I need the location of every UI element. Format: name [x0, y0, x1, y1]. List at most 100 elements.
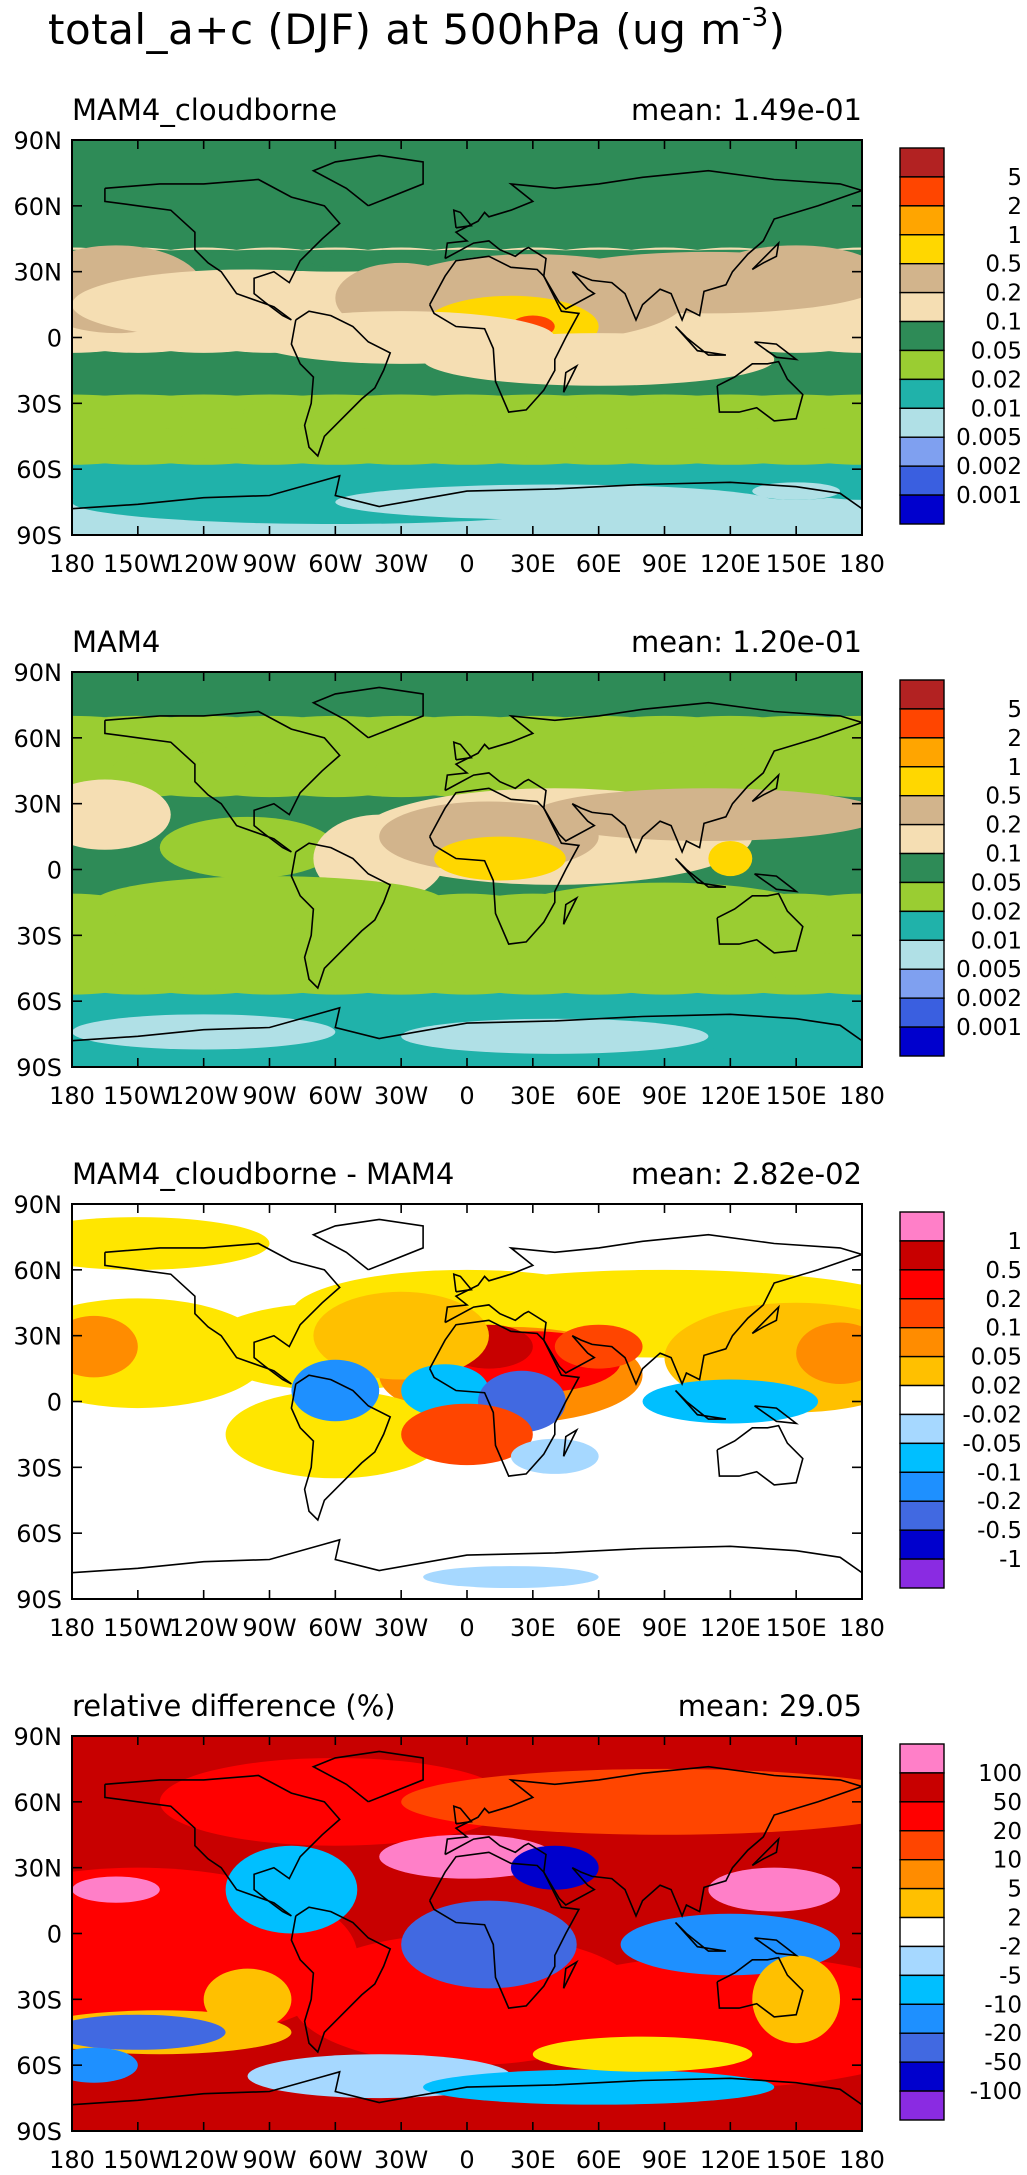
legend-label: 0.02 [971, 367, 1022, 393]
legend-swatch [899, 1326, 945, 1358]
map-fields [72, 686, 862, 1067]
x-tick-label: 60W [308, 2146, 362, 2174]
legend-label: -0.05 [962, 1431, 1022, 1457]
contour-region [752, 482, 841, 500]
legend-label: 100 [978, 1761, 1022, 1787]
legend-label: 0.1 [985, 1316, 1022, 1342]
x-tick-label: 30E [510, 1614, 556, 1642]
contour-region [72, 1315, 138, 1378]
x-tick-label: 30E [510, 2146, 556, 2174]
contour-region [401, 1900, 577, 1989]
figure-title-exponent: -3 [742, 3, 769, 33]
coastline [562, 895, 579, 925]
map-area [71, 1735, 863, 2132]
coastline [716, 892, 804, 954]
y-tick-label: 30S [16, 1454, 62, 1482]
legend-label: -0.1 [977, 1460, 1022, 1486]
x-tick-label: 180 [839, 1082, 885, 1110]
legend-label: -5 [999, 1963, 1022, 1989]
coastline [428, 1319, 581, 1477]
map-fields [72, 1217, 862, 1589]
map-area [71, 139, 863, 536]
x-tick-label: 90E [642, 1614, 688, 1642]
legend-swatch [899, 1240, 945, 1271]
contour-region [72, 1217, 270, 1270]
y-tick-label: 30N [14, 259, 63, 287]
x-tick-label: 0 [459, 2146, 474, 2174]
legend-swatch [899, 852, 945, 884]
map-area [71, 671, 863, 1068]
x-tick-label: 150W [103, 1614, 173, 1642]
panel-mean: mean: 1.49e-01 [631, 93, 862, 127]
contour-region [423, 2069, 775, 2105]
y-tick-label: 90S [16, 1054, 62, 1082]
legend-label: 0.02 [971, 1374, 1022, 1400]
x-tick-label: 60W [308, 1082, 362, 1110]
x-tick-label: 120W [169, 1082, 239, 1110]
y-tick-label: 60N [14, 193, 63, 221]
legend-label: 0.002 [956, 454, 1022, 480]
legend-swatch [899, 968, 945, 999]
legend-label: 0.5 [985, 252, 1022, 278]
legend-label: 0.5 [985, 1258, 1022, 1284]
x-tick-label: 60W [308, 1614, 362, 1642]
map-fields [72, 154, 862, 535]
coastline [311, 686, 424, 739]
contour-region [72, 779, 171, 850]
coastline [290, 1374, 392, 1522]
coastline [751, 1304, 780, 1335]
x-tick-label: 180 [839, 550, 885, 578]
contour-region [401, 1364, 489, 1417]
contour-region [335, 484, 775, 520]
legend: 1 0.5 0.2 0.1 0.05 0.02-0.02 -0.05 -0.1 -0.2 -0.5… [899, 1211, 1022, 1589]
legend-swatch [899, 1269, 945, 1300]
contour-region [769, 941, 862, 995]
contour-region [203, 1968, 292, 2031]
legend-swatch [899, 1743, 945, 1774]
legend-swatch [899, 1558, 945, 1589]
x-tick-label: 30W [374, 2146, 428, 2174]
contour-region [769, 394, 862, 430]
coastline [290, 1906, 392, 2054]
coastline [562, 1959, 579, 1989]
legend-swatch [899, 1500, 945, 1531]
coastline [311, 1218, 424, 1271]
legend-swatch [899, 320, 945, 352]
x-tick-label: 150E [766, 2146, 827, 2174]
legend-label: 0.01 [971, 928, 1022, 954]
legend-label: -10 [984, 1992, 1022, 2018]
legend-swatch [899, 234, 945, 265]
contour-region [554, 1324, 643, 1369]
x-tick-label: 150E [766, 550, 827, 578]
coastline [311, 1750, 424, 1803]
legend-swatch [899, 205, 945, 236]
legend: 5 2 1 0.5 0.2 0.10.05 0.02 0.01 0.005 0.002 0.001 [899, 679, 1022, 1057]
coastline [754, 1405, 799, 1425]
coastline [754, 341, 799, 361]
x-tick-label: 120W [169, 1614, 239, 1642]
y-tick-label: 60S [16, 1520, 62, 1548]
coastline [290, 310, 392, 458]
legend-label: -0.02 [962, 1402, 1022, 1428]
coastline [428, 1851, 581, 2009]
coastline [444, 701, 862, 855]
legend-swatch [899, 881, 945, 913]
legend-swatch [899, 262, 945, 294]
contour-region [401, 1768, 862, 1835]
x-tick-label: 60E [576, 1082, 622, 1110]
contour-region [796, 1322, 862, 1384]
contour-region [291, 1359, 380, 1422]
contour-region [532, 2036, 753, 2072]
contour-region [708, 1867, 841, 1912]
coastline [562, 363, 579, 393]
contour-region [159, 816, 336, 879]
legend-label: 0.05 [971, 1345, 1022, 1371]
x-tick-label: 120W [169, 2146, 239, 2174]
coastline [674, 857, 727, 888]
x-tick-label: 150W [103, 1082, 173, 1110]
coastline [72, 2070, 862, 2106]
map-panel: MAM4_cloudborne - MAM4 mean: 2.82e-02 180 1… [14, 1157, 1023, 1642]
legend-swatch [899, 1298, 945, 1329]
